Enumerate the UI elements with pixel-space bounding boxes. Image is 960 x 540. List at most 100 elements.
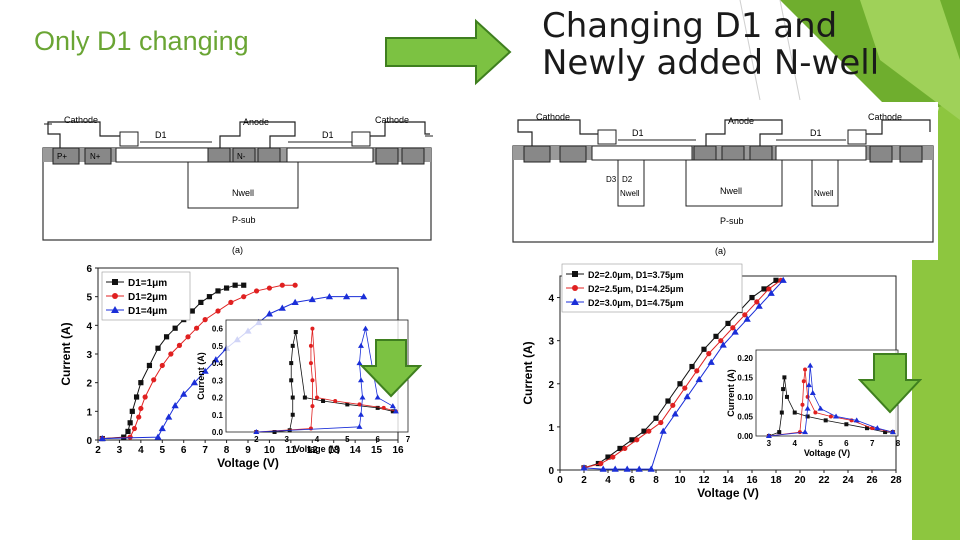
data-point: [232, 282, 238, 288]
inset-data-point: [813, 410, 818, 415]
data-point: [154, 433, 162, 440]
data-point: [292, 282, 298, 288]
data-point: [131, 425, 138, 432]
inset-y-tick-label: 0.2: [212, 394, 224, 403]
data-point: [142, 394, 148, 400]
data-point: [580, 464, 588, 471]
data-point: [125, 428, 131, 434]
inset-x-tick-label: 3: [284, 435, 289, 444]
data-point: [755, 302, 763, 309]
down-arrow-icon: [858, 353, 922, 414]
inset-data-point: [797, 430, 802, 435]
data-point: [129, 408, 135, 414]
data-point: [670, 402, 676, 408]
inset-x-tick-label: 8: [896, 439, 901, 448]
inset-data-point: [293, 330, 298, 335]
data-point: [713, 333, 719, 339]
data-point: [761, 286, 767, 292]
inset-x-tick-label: 4: [793, 439, 798, 448]
inset-data-point: [389, 403, 396, 409]
inset-y-tick-label: 0.10: [737, 393, 753, 402]
inset-x-axis-label: Voltage (V): [294, 444, 340, 454]
data-point: [360, 293, 368, 300]
inset-data-point: [392, 408, 399, 414]
inset-data-point: [870, 426, 875, 431]
inset-data-point: [302, 395, 307, 400]
inset-x-tick-label: 7: [406, 435, 411, 444]
data-point: [766, 286, 772, 292]
x-tick-label: 8: [653, 475, 659, 486]
data-point: [701, 346, 707, 352]
r-label-cathode-right: Cathode: [868, 112, 902, 122]
x-tick-label: 10: [264, 445, 276, 456]
legend-label: D1=4μm: [128, 306, 167, 317]
inset-data-point: [333, 398, 338, 403]
r-label-psub: P-sub: [720, 216, 744, 226]
inset-data-point: [853, 417, 860, 423]
inset-data-point: [308, 343, 313, 348]
inset-y-tick-label: 0.5: [212, 342, 224, 351]
inset-data-point: [792, 410, 797, 415]
inset-y-axis-label: Current (A): [726, 369, 736, 417]
legend-label: D2=3.0μm, D1=4.75μm: [588, 298, 684, 308]
data-point: [228, 299, 234, 305]
inset-data-point: [874, 425, 881, 431]
data-point: [641, 428, 647, 434]
data-point: [629, 437, 635, 443]
data-point: [241, 282, 247, 288]
legend-label: D2=2.5μm, D1=4.25μm: [588, 284, 684, 294]
data-point: [127, 420, 133, 426]
y-tick-label: 3: [86, 350, 92, 361]
y-tick-label: 2: [548, 380, 554, 391]
data-point: [241, 294, 247, 300]
inset-data-point: [802, 429, 809, 435]
data-point: [719, 341, 727, 348]
data-point: [749, 294, 755, 301]
data-point: [610, 454, 616, 460]
data-point: [689, 363, 695, 370]
inset-data-point: [817, 405, 824, 411]
x-tick-label: 2: [581, 475, 587, 486]
legend-box: [561, 263, 743, 313]
x-tick-label: 6: [629, 475, 635, 486]
nwell-region: [187, 161, 299, 209]
y-tick-label: 0: [86, 436, 92, 447]
inset-data-point: [844, 422, 849, 427]
inset-data-point: [359, 394, 366, 400]
x-tick-label: 6: [181, 445, 187, 456]
decor-line: [779, 0, 801, 101]
inset-data-point: [807, 362, 814, 368]
label-d1-left: D1: [155, 130, 167, 140]
x-tick-label: 20: [794, 475, 806, 486]
label-anode: Anode: [243, 117, 269, 127]
y-axis-label: Current (A): [521, 341, 535, 404]
data-point: [706, 351, 712, 357]
p-plus-region: [52, 147, 80, 165]
data-point: [168, 351, 174, 357]
label-n-minus: N-: [237, 152, 246, 161]
data-point: [623, 465, 631, 472]
data-point: [683, 393, 691, 400]
inset-data-point: [310, 326, 315, 331]
inset-data-point: [357, 377, 364, 383]
x-tick-label: 15: [371, 445, 383, 456]
inset-data-point: [803, 367, 808, 372]
y-tick-label: 1: [548, 423, 554, 434]
inset-data-point: [289, 378, 294, 383]
inset-data-point: [779, 410, 784, 415]
slide-title-left: Only D1 changing: [34, 26, 249, 56]
x-tick-label: 7: [202, 445, 208, 456]
data-point: [127, 434, 133, 440]
data-point: [325, 293, 334, 300]
data-point: [159, 362, 165, 369]
x-axis-label: Voltage (V): [217, 456, 279, 470]
label-n-plus: N+: [90, 152, 101, 161]
inset-series-line: [256, 328, 396, 433]
x-tick-label: 5: [160, 445, 166, 456]
inset-data-point: [345, 402, 350, 407]
r-label-d3: D3: [606, 175, 617, 184]
data-point: [695, 375, 703, 383]
inset-data-point: [804, 405, 811, 411]
data-point: [671, 410, 679, 417]
